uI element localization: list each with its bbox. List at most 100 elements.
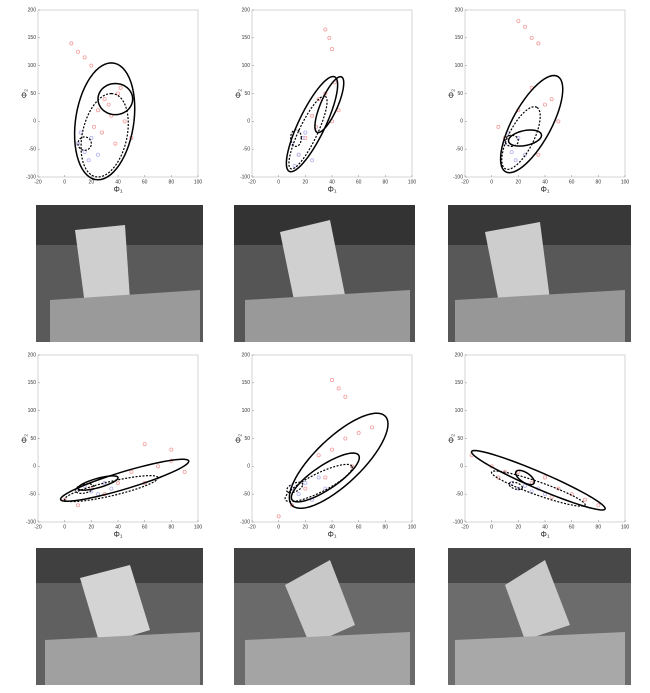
- x-tick-label: 60: [142, 179, 148, 185]
- scatter-point: [344, 395, 347, 398]
- x-tick-label: 20: [303, 524, 309, 530]
- scatter-point: [357, 431, 360, 434]
- figure: -20020406080100-100-50050100150200Φ₁Φ₂-2…: [0, 0, 650, 688]
- covariance-ellipse: [291, 453, 359, 502]
- y-tick-label: 50: [244, 436, 250, 442]
- scatter-point: [337, 387, 340, 390]
- x-tick-label: 100: [194, 524, 203, 530]
- scatter-point: [96, 109, 99, 112]
- y-axis-label: Φ₂: [234, 89, 243, 99]
- x-tick-label: 0: [490, 179, 493, 185]
- scatter-point: [103, 97, 106, 100]
- scatter-point: [328, 36, 331, 39]
- scatter-point: [116, 92, 119, 95]
- x-tick-label: 0: [277, 524, 280, 530]
- y-tick-label: 150: [242, 35, 251, 41]
- plot-frame: [252, 10, 412, 177]
- y-tick-label: 200: [28, 7, 37, 13]
- x-axis-label: Φ₁: [327, 185, 336, 194]
- scatter-point: [530, 490, 533, 493]
- y-tick-label: 200: [28, 352, 37, 358]
- covariance-ellipse: [286, 76, 337, 171]
- y-tick-label: 50: [30, 91, 36, 97]
- scatter-point: [107, 103, 110, 106]
- scatter-point: [92, 125, 95, 128]
- video-frame: [234, 548, 415, 685]
- y-tick-label: 0: [460, 464, 463, 470]
- x-tick-label: 60: [569, 524, 575, 530]
- scatter-point: [83, 150, 86, 153]
- y-tick-label: -100: [240, 519, 250, 525]
- scatter-point: [344, 437, 347, 440]
- x-tick-label: 80: [383, 524, 389, 530]
- scatter-point: [583, 498, 586, 501]
- y-axis-label: Φ₂: [234, 434, 243, 444]
- scatter-point: [550, 97, 553, 100]
- scatter-point: [330, 47, 333, 50]
- x-tick-label: 60: [569, 179, 575, 185]
- y-tick-label: 200: [455, 352, 464, 358]
- x-tick-label: 0: [490, 524, 493, 530]
- x-tick-label: 60: [142, 524, 148, 530]
- scatter-point: [293, 164, 296, 167]
- x-axis-label: Φ₁: [540, 530, 549, 539]
- scatter-point: [537, 153, 540, 156]
- x-tick-label: 100: [194, 179, 203, 185]
- y-tick-label: 150: [242, 380, 251, 386]
- scatter-point: [330, 448, 333, 451]
- video-frame: [448, 205, 631, 342]
- scatter-point: [156, 465, 159, 468]
- video-frame: [36, 205, 203, 342]
- y-tick-label: -100: [453, 519, 463, 525]
- covariance-ellipse: [501, 76, 563, 173]
- x-tick-label: 100: [621, 179, 630, 185]
- scatter-point: [597, 504, 600, 507]
- y-axis-label: Φ₂: [447, 89, 456, 99]
- y-tick-label: -100: [26, 174, 36, 180]
- scatter-point: [170, 448, 173, 451]
- y-tick-label: -50: [456, 146, 463, 152]
- y-tick-label: 50: [30, 436, 36, 442]
- x-tick-label: 0: [63, 179, 66, 185]
- scatter-point: [76, 50, 79, 53]
- scatter-point: [370, 426, 373, 429]
- scatter-point: [317, 454, 320, 457]
- y-tick-label: -50: [243, 146, 250, 152]
- y-tick-label: 0: [33, 119, 36, 125]
- video-frame: [234, 205, 415, 342]
- scatter-point: [514, 159, 517, 162]
- y-tick-label: 200: [242, 7, 251, 13]
- x-tick-label: 20: [303, 179, 309, 185]
- y-tick-label: 150: [28, 35, 37, 41]
- scatter-point: [83, 56, 86, 59]
- x-tick-label: 100: [408, 179, 417, 185]
- scatter-point: [76, 504, 79, 507]
- scatter-point: [114, 142, 117, 145]
- y-tick-label: 150: [28, 380, 37, 386]
- y-tick-label: -100: [240, 174, 250, 180]
- y-tick-label: 100: [28, 408, 37, 414]
- x-tick-label: 60: [356, 179, 362, 185]
- scatter-point: [537, 42, 540, 45]
- scatter-point: [297, 153, 300, 156]
- scatter-point: [119, 86, 122, 89]
- x-tick-label: 20: [89, 179, 95, 185]
- y-tick-label: -100: [453, 174, 463, 180]
- y-tick-label: 0: [247, 119, 250, 125]
- scatter-point: [304, 481, 307, 484]
- scatter-point: [96, 153, 99, 156]
- y-tick-label: 0: [247, 464, 250, 470]
- scatter-point: [337, 109, 340, 112]
- scatter-point: [100, 131, 103, 134]
- covariance-ellipse: [61, 459, 189, 501]
- scatter-point: [543, 103, 546, 106]
- x-tick-label: 60: [356, 524, 362, 530]
- scatter-point: [324, 28, 327, 31]
- y-tick-label: -100: [26, 519, 36, 525]
- x-tick-label: 80: [169, 179, 175, 185]
- x-tick-label: 80: [169, 524, 175, 530]
- x-tick-label: 80: [596, 179, 602, 185]
- scatter-point: [517, 20, 520, 23]
- plot-frame: [465, 10, 625, 177]
- y-tick-label: -50: [456, 491, 463, 497]
